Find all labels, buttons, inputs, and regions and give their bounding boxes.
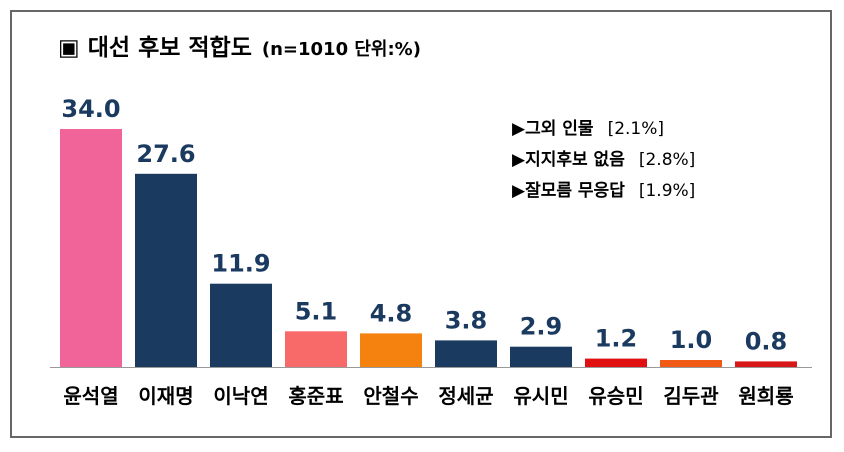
- bar-5: [435, 340, 497, 367]
- annotation-other: ▶그외 인물 [2.1%]: [512, 119, 665, 139]
- value-label-8: 1.0: [670, 326, 713, 354]
- bar-4: [360, 333, 422, 367]
- value-label-6: 2.9: [520, 313, 563, 341]
- bar-6: [510, 346, 572, 367]
- category-label-0: 윤석열: [63, 384, 118, 408]
- bar-3: [285, 331, 347, 367]
- chart-frame: [10, 10, 832, 438]
- bar-1: [135, 173, 197, 367]
- annotation-none: ▶지지후보 없음 [2.8%]: [512, 150, 696, 170]
- category-label-3: 홍준표: [288, 384, 343, 408]
- bar-9: [735, 361, 797, 367]
- value-label-4: 4.8: [370, 299, 413, 327]
- category-label-7: 유승민: [588, 384, 643, 408]
- value-label-2: 11.9: [211, 250, 270, 278]
- bar-7: [585, 358, 647, 367]
- value-label-5: 3.8: [445, 306, 488, 334]
- value-label-0: 34.0: [61, 95, 120, 123]
- chart-title: ▣ 대선 후보 적합도 (n=1010 단위:%): [58, 35, 421, 61]
- bar-0: [60, 129, 122, 367]
- annotation-dontknow: ▶잘모름 무응답 [1.9%]: [512, 181, 696, 201]
- category-label-8: 김두관: [663, 384, 719, 408]
- value-label-1: 27.6: [136, 140, 195, 168]
- bar-8: [660, 360, 722, 367]
- category-label-4: 안철수: [363, 384, 418, 408]
- chart-subtitle: (n=1010 단위:%): [261, 39, 421, 60]
- category-label-6: 유시민: [513, 384, 568, 408]
- category-label-5: 정세균: [438, 384, 493, 408]
- annotations: ▶그외 인물 [2.1%] ▶지지후보 없음 [2.8%] ▶잘모름 무응답 [1.9…: [512, 114, 695, 207]
- category-label-9: 원희룡: [738, 384, 793, 408]
- value-label-9: 0.8: [745, 327, 788, 355]
- value-label-3: 5.1: [295, 297, 338, 325]
- category-label-2: 이낙연: [213, 384, 268, 408]
- bar-2: [210, 283, 272, 367]
- category-label-1: 이재명: [138, 384, 193, 408]
- value-label-7: 1.2: [595, 325, 638, 353]
